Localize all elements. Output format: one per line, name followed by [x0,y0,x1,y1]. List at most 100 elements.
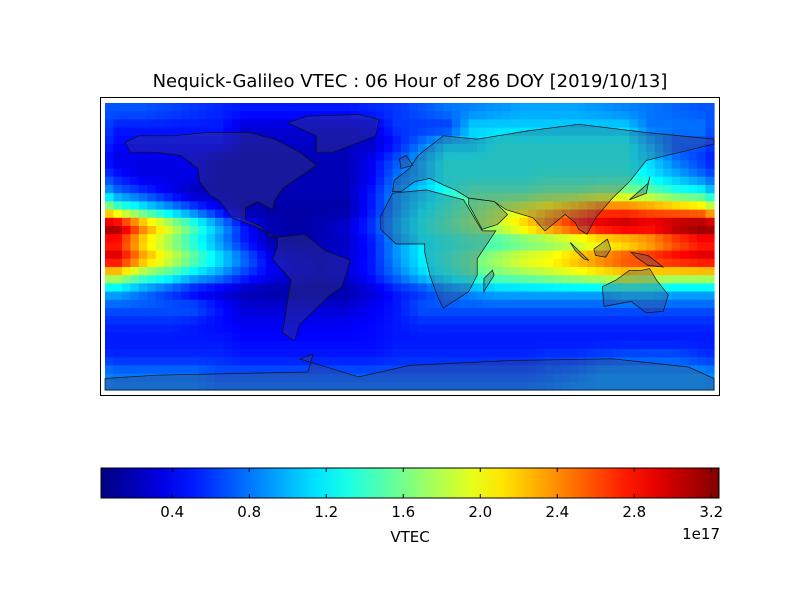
heatmap-cell [324,373,334,383]
heatmap-cell [240,308,250,317]
heatmap-cell [519,365,529,375]
heatmap-cell [485,381,495,391]
heatmap-cell [587,160,597,170]
heatmap-cell [240,209,250,219]
heatmap-cell [604,275,614,284]
heatmap-cell [367,185,377,194]
colorbar-tick-label: 0.8 [237,503,262,521]
heatmap-cell [367,365,377,375]
heatmap-cell [324,193,334,202]
heatmap-cell [536,209,546,219]
heatmap-cell [663,324,673,334]
heatmap-cell [663,176,673,186]
heatmap-cell [477,316,487,325]
heatmap-cell [214,291,225,301]
heatmap-cell [324,349,334,358]
heatmap-cell [629,258,639,268]
heatmap-cell [282,111,292,120]
heatmap-cell [544,267,554,276]
heatmap-cell [629,103,639,112]
heatmap-cell [553,267,563,276]
heatmap-cell [299,373,309,383]
heatmap-cell [172,209,182,219]
heatmap-cell [257,176,267,186]
heatmap-cell [350,185,360,194]
heatmap-cell [544,209,554,219]
heatmap-cell [316,291,326,301]
heatmap-cell [409,340,419,350]
heatmap-cell [164,373,174,383]
heatmap-cell [291,185,301,194]
heatmap-cell [291,373,301,383]
heatmap-cell [451,185,461,194]
heatmap-cell [308,152,318,161]
heatmap-cell [299,340,309,350]
heatmap-cell [358,127,368,137]
heatmap-cell [494,340,504,350]
heatmap-cell [587,209,597,219]
heatmap-cell [587,340,597,350]
heatmap-cell [587,176,597,186]
heatmap-cell [105,168,115,178]
heatmap-cell [130,373,140,383]
heatmap-cell [401,111,411,120]
heatmap-cell [350,340,360,350]
heatmap-cell [181,349,191,358]
heatmap-cell [384,275,394,284]
heatmap-cell [324,127,334,137]
heatmap-cell [511,365,521,375]
heatmap-cell [705,316,715,325]
heatmap-cell [519,127,529,137]
heatmap-cell [155,226,165,235]
heatmap-cell [434,144,444,153]
heatmap-cell [409,365,419,375]
heatmap-cell [121,152,131,161]
heatmap-cell [646,373,656,383]
heatmap-cell [147,193,157,202]
heatmap-cell [341,340,351,350]
heatmap-cell [392,160,402,170]
heatmap-cell [341,324,351,334]
heatmap-cell [214,381,225,391]
heatmap-cell [181,250,191,260]
heatmap-cell [113,119,123,129]
heatmap-cell [155,357,165,366]
heatmap-cell [494,365,504,375]
heatmap-cell [629,111,639,120]
heatmap-cell [333,242,343,252]
heatmap-cell [409,381,419,391]
heatmap-cell [671,193,681,202]
heatmap-cell [561,209,571,219]
heatmap-cell [663,316,673,325]
heatmap-cell [206,111,216,120]
heatmap-cell [105,349,115,358]
heatmap-cell [113,242,123,252]
heatmap-cell [578,135,588,145]
heatmap-cell [705,332,715,342]
heatmap-cell [240,111,250,120]
heatmap-cell [223,283,233,293]
heatmap-cell [527,316,537,325]
heatmap-cell [612,373,622,383]
heatmap-cell [494,349,504,358]
heatmap-cell [697,209,707,219]
heatmap-cell [138,226,148,235]
heatmap-cell [612,381,622,391]
heatmap-cell [324,168,334,178]
heatmap-cell [620,283,631,293]
heatmap-cell [536,291,546,301]
heatmap-cell [595,127,605,137]
heatmap-cell [527,209,537,219]
heatmap-cell [350,373,360,383]
heatmap-cell [654,144,664,153]
heatmap-cell [181,201,191,211]
heatmap-cell [121,135,131,145]
heatmap-cell [358,144,368,153]
heatmap-cell [324,258,334,268]
heatmap-cell [494,242,504,252]
heatmap-cell [671,283,681,293]
heatmap-cell [392,217,402,227]
heatmap-cell [121,193,131,202]
heatmap-cell [434,291,444,301]
heatmap-cell [274,176,284,186]
